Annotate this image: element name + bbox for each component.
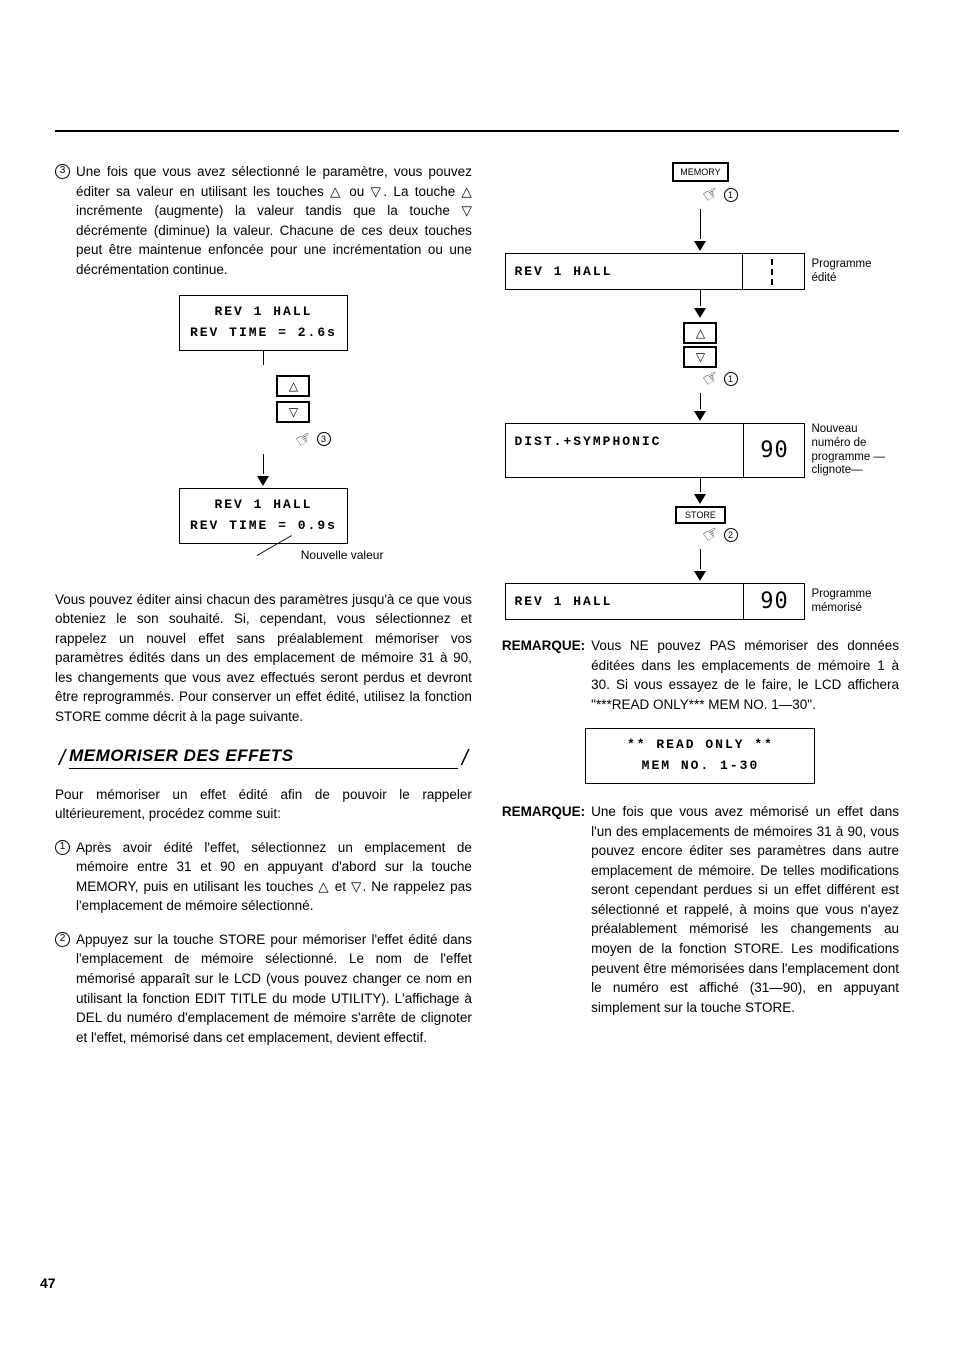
dashed-segment-icon — [771, 259, 773, 285]
arrow-down-r3 — [694, 411, 706, 421]
intro-paragraph: Pour mémoriser un effet édité afin de po… — [55, 785, 472, 824]
digits-90a: 90 — [760, 438, 789, 463]
digit-box-90a: 90 — [743, 423, 805, 478]
row-program-edited: REV 1 HALL Programme édité — [505, 253, 895, 290]
step-3-number: 3 — [55, 164, 70, 179]
readonly-lcd-wrap: ** READ ONLY ** MEM NO. 1-30 — [502, 728, 899, 784]
remarque-2: REMARQUE: Une fois que vous avez mémoris… — [502, 802, 899, 1017]
arrow-down-r1 — [694, 241, 706, 251]
diagram-edit-value: REV 1 HALL REV TIME = 2.6s △ ▽ ☞ 3 REV 1… — [123, 295, 403, 561]
connector-r2 — [700, 290, 702, 306]
lcd-program-edited: REV 1 HALL — [505, 253, 743, 290]
hand-row-3: ☞ 2 — [703, 524, 737, 545]
two-column-layout: 3 Une fois que vous avez sélectionné le … — [30, 162, 924, 1061]
hand-icon-1: ☞ — [699, 181, 723, 207]
arrow-down-r2 — [694, 308, 706, 318]
connector-r4 — [700, 478, 702, 492]
circ-ref-1: 1 — [724, 188, 738, 202]
arrow-down-icon — [257, 476, 269, 486]
section-title: MEMORISER DES EFFETS — [69, 746, 458, 769]
store-step-1-text: Après avoir édité l'effet, sélectionnez … — [76, 838, 472, 916]
digits-90b: 90 — [760, 589, 789, 614]
memory-button-icon: MEMORY — [672, 162, 728, 182]
store-step-1: 1 Après avoir édité l'effet, sélectionne… — [55, 838, 472, 916]
circ-ref-1b: 1 — [724, 372, 738, 386]
up-down-buttons: △ ▽ — [276, 375, 310, 423]
caption-new-value-text: Nouvelle valeur — [301, 548, 384, 562]
store-step-2-text: Appuyez sur la touche STORE pour mémoris… — [76, 930, 472, 1047]
lcd-program-stored: REV 1 HALL — [505, 583, 743, 620]
step-3: 3 Une fois que vous avez sélectionné le … — [55, 162, 472, 279]
digit-box-90b: 90 — [743, 583, 805, 620]
lcd-before-line2: REV TIME = 2.6s — [190, 325, 337, 340]
store-step-1-number: 1 — [55, 840, 70, 855]
remarque-1-text: Vous NE pouvez PAS mémoriser des données… — [591, 636, 899, 714]
hand-icon-2: ☞ — [699, 365, 723, 391]
lcd-after-line2: REV TIME = 0.9s — [190, 518, 337, 533]
label-new-program: Nouveau numéro de programme —clignote— — [805, 423, 895, 478]
circ-ref-2: 2 — [724, 528, 738, 542]
slash-left-icon: / — [55, 745, 69, 771]
hand-step-ref: 3 — [317, 432, 331, 446]
lcd-before-line1: REV 1 HALL — [214, 304, 312, 319]
diagram-store-flow: MEMORY ☞ 1 REV 1 HALL Programme édité — [505, 162, 895, 620]
slash-right-icon: / — [458, 745, 472, 771]
connector-r3 — [700, 393, 702, 409]
remarque-1-label: REMARQUE: — [502, 636, 585, 714]
hand-row-2: ☞ 1 — [703, 368, 737, 389]
page-number: 47 — [40, 1275, 56, 1291]
row-program-stored: REV 1 HALL 90 Programme mémorisé — [505, 583, 895, 620]
up-button-icon: △ — [276, 375, 310, 397]
connector-line — [263, 351, 265, 365]
connector-r1 — [700, 209, 702, 239]
store-step-2: 2 Appuyez sur la touche STORE pour mémor… — [55, 930, 472, 1047]
lcd-after-line1: REV 1 HALL — [214, 497, 312, 512]
hand-icon: ☞ — [292, 426, 316, 452]
up-button-r: △ — [683, 322, 717, 344]
readonly-lcd-line1: ** READ ONLY ** — [627, 737, 774, 752]
readonly-lcd: ** READ ONLY ** MEM NO. 1-30 — [585, 728, 815, 784]
lcd-before: REV 1 HALL REV TIME = 2.6s — [179, 295, 348, 351]
arrow-down-r4 — [694, 494, 706, 504]
store-step-2-number: 2 — [55, 932, 70, 947]
hand-pointer-row: ☞ 3 — [296, 429, 330, 450]
step-3-text: Une fois que vous avez sélectionné le pa… — [76, 162, 472, 279]
left-column: 3 Une fois que vous avez sélectionné le … — [55, 162, 472, 1061]
hand-icon-3: ☞ — [699, 522, 723, 548]
top-rule — [55, 130, 899, 132]
digit-box-dashed — [743, 253, 805, 290]
remarque-1: REMARQUE: Vous NE pouvez PAS mémoriser d… — [502, 636, 899, 714]
label-program-stored: Programme mémorisé — [805, 583, 895, 620]
right-column: MEMORY ☞ 1 REV 1 HALL Programme édité — [502, 162, 899, 1061]
connector-line-2 — [263, 454, 265, 474]
readonly-lcd-line2: MEM NO. 1-30 — [642, 758, 760, 773]
hand-row-1: ☞ 1 — [703, 184, 737, 205]
lcd-dist-symphonic: DIST.+SYMPHONIC — [505, 423, 743, 478]
section-heading: / MEMORISER DES EFFETS / — [55, 745, 472, 771]
connector-r5 — [700, 549, 702, 569]
remarque-2-label: REMARQUE: — [502, 802, 585, 1017]
store-button-icon: STORE — [675, 506, 726, 524]
caption-new-value: Nouvelle valeur — [257, 548, 384, 562]
arrow-down-r5 — [694, 571, 706, 581]
down-button-icon: ▽ — [276, 401, 310, 423]
lcd-after: REV 1 HALL REV TIME = 0.9s — [179, 488, 348, 544]
remarque-2-text: Une fois que vous avez mémorisé un effet… — [591, 802, 899, 1017]
label-program-edited: Programme édité — [805, 253, 895, 290]
paragraph-edit-note: Vous pouvez éditer ainsi chacun des para… — [55, 590, 472, 727]
row-new-program: DIST.+SYMPHONIC 90 Nouveau numéro de pro… — [505, 423, 895, 478]
